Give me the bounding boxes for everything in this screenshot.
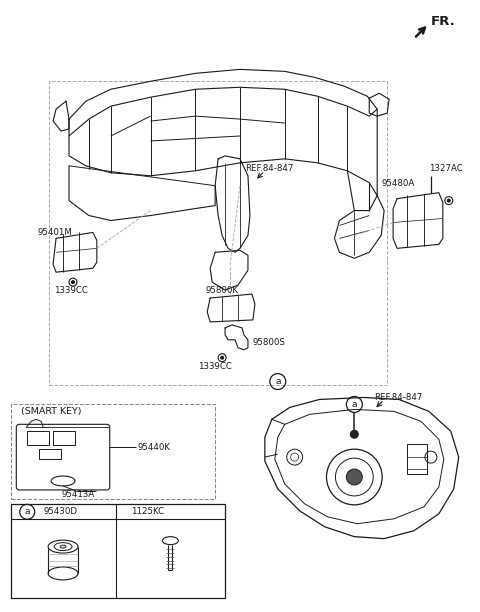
Text: a: a <box>275 377 280 386</box>
Text: 1327AC: 1327AC <box>429 164 463 173</box>
Circle shape <box>447 199 450 202</box>
Circle shape <box>72 281 74 283</box>
Text: REF.84-847: REF.84-847 <box>374 393 422 402</box>
Text: 95401M: 95401M <box>37 228 72 237</box>
Circle shape <box>347 469 362 485</box>
Circle shape <box>350 430 358 438</box>
Bar <box>12 504 225 599</box>
Text: 1125KC: 1125KC <box>131 507 164 517</box>
Bar <box>53 431 75 445</box>
Text: 95413A: 95413A <box>61 490 94 499</box>
Text: (SMART KEY): (SMART KEY) <box>21 407 82 416</box>
Bar <box>27 431 49 445</box>
Bar <box>407 444 427 474</box>
Text: 1339CC: 1339CC <box>198 362 232 371</box>
Text: 95440K: 95440K <box>138 442 170 452</box>
Circle shape <box>221 356 224 359</box>
Text: a: a <box>351 400 357 409</box>
Text: a: a <box>24 507 30 517</box>
Ellipse shape <box>60 545 66 548</box>
Text: 95480A: 95480A <box>381 179 414 188</box>
Text: 95430D: 95430D <box>43 507 77 517</box>
Text: 95800S: 95800S <box>253 338 286 347</box>
Text: 1339CC: 1339CC <box>54 286 88 294</box>
Text: 95800K: 95800K <box>205 286 238 294</box>
Text: REF.84-847: REF.84-847 <box>245 164 293 173</box>
Text: FR.: FR. <box>431 15 456 28</box>
Bar <box>39 449 61 459</box>
